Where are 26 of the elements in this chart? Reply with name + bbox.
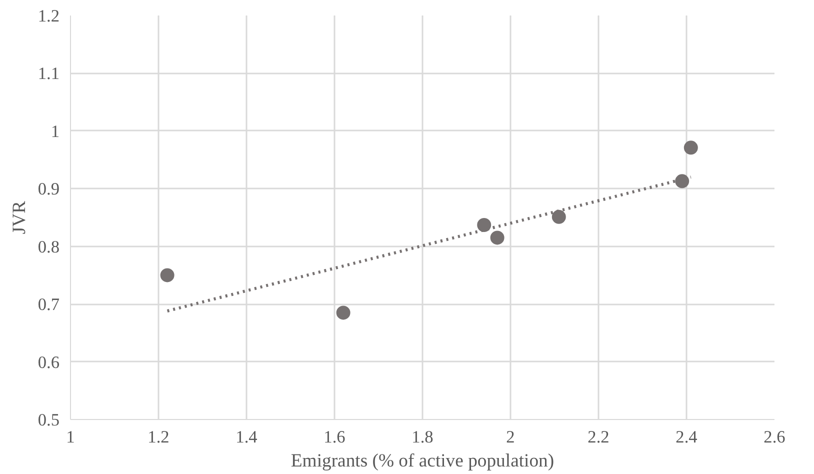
point (477, 218, 492, 232)
y-tick-label: 0.5 (38, 410, 60, 430)
point (160, 268, 174, 282)
point (552, 210, 566, 224)
y-tick-label: 0.9 (38, 180, 60, 199)
x-tick-label: 2.2 (588, 428, 610, 446)
x-axis-title: Emigrants (% of active population) (290, 450, 554, 472)
x-tick-label: 1.4 (236, 428, 258, 446)
y-tick-label: 1 (50, 122, 60, 141)
y-tick-label: 0.7 (38, 295, 60, 314)
y-axis-title: JVR (8, 200, 30, 234)
x-tick-label: 1.2 (148, 428, 170, 446)
y-tick-label: 1.2 (38, 6, 60, 26)
y-tick-label: 0.8 (38, 237, 60, 256)
y-tick-label: 1.1 (38, 64, 60, 84)
x-tick-label: 1 (66, 428, 75, 446)
y-tick-label: 0.6 (38, 352, 60, 372)
x-tick-label: 1.6 (324, 428, 346, 446)
point (490, 230, 504, 245)
point (684, 140, 698, 155)
x-tick-label: 2.6 (764, 428, 786, 446)
point (336, 306, 350, 320)
x-tick-label: 1.8 (412, 428, 434, 446)
point (675, 174, 690, 188)
x-tick-label: 2 (506, 428, 515, 446)
x-tick-label: 2.4 (676, 428, 698, 446)
